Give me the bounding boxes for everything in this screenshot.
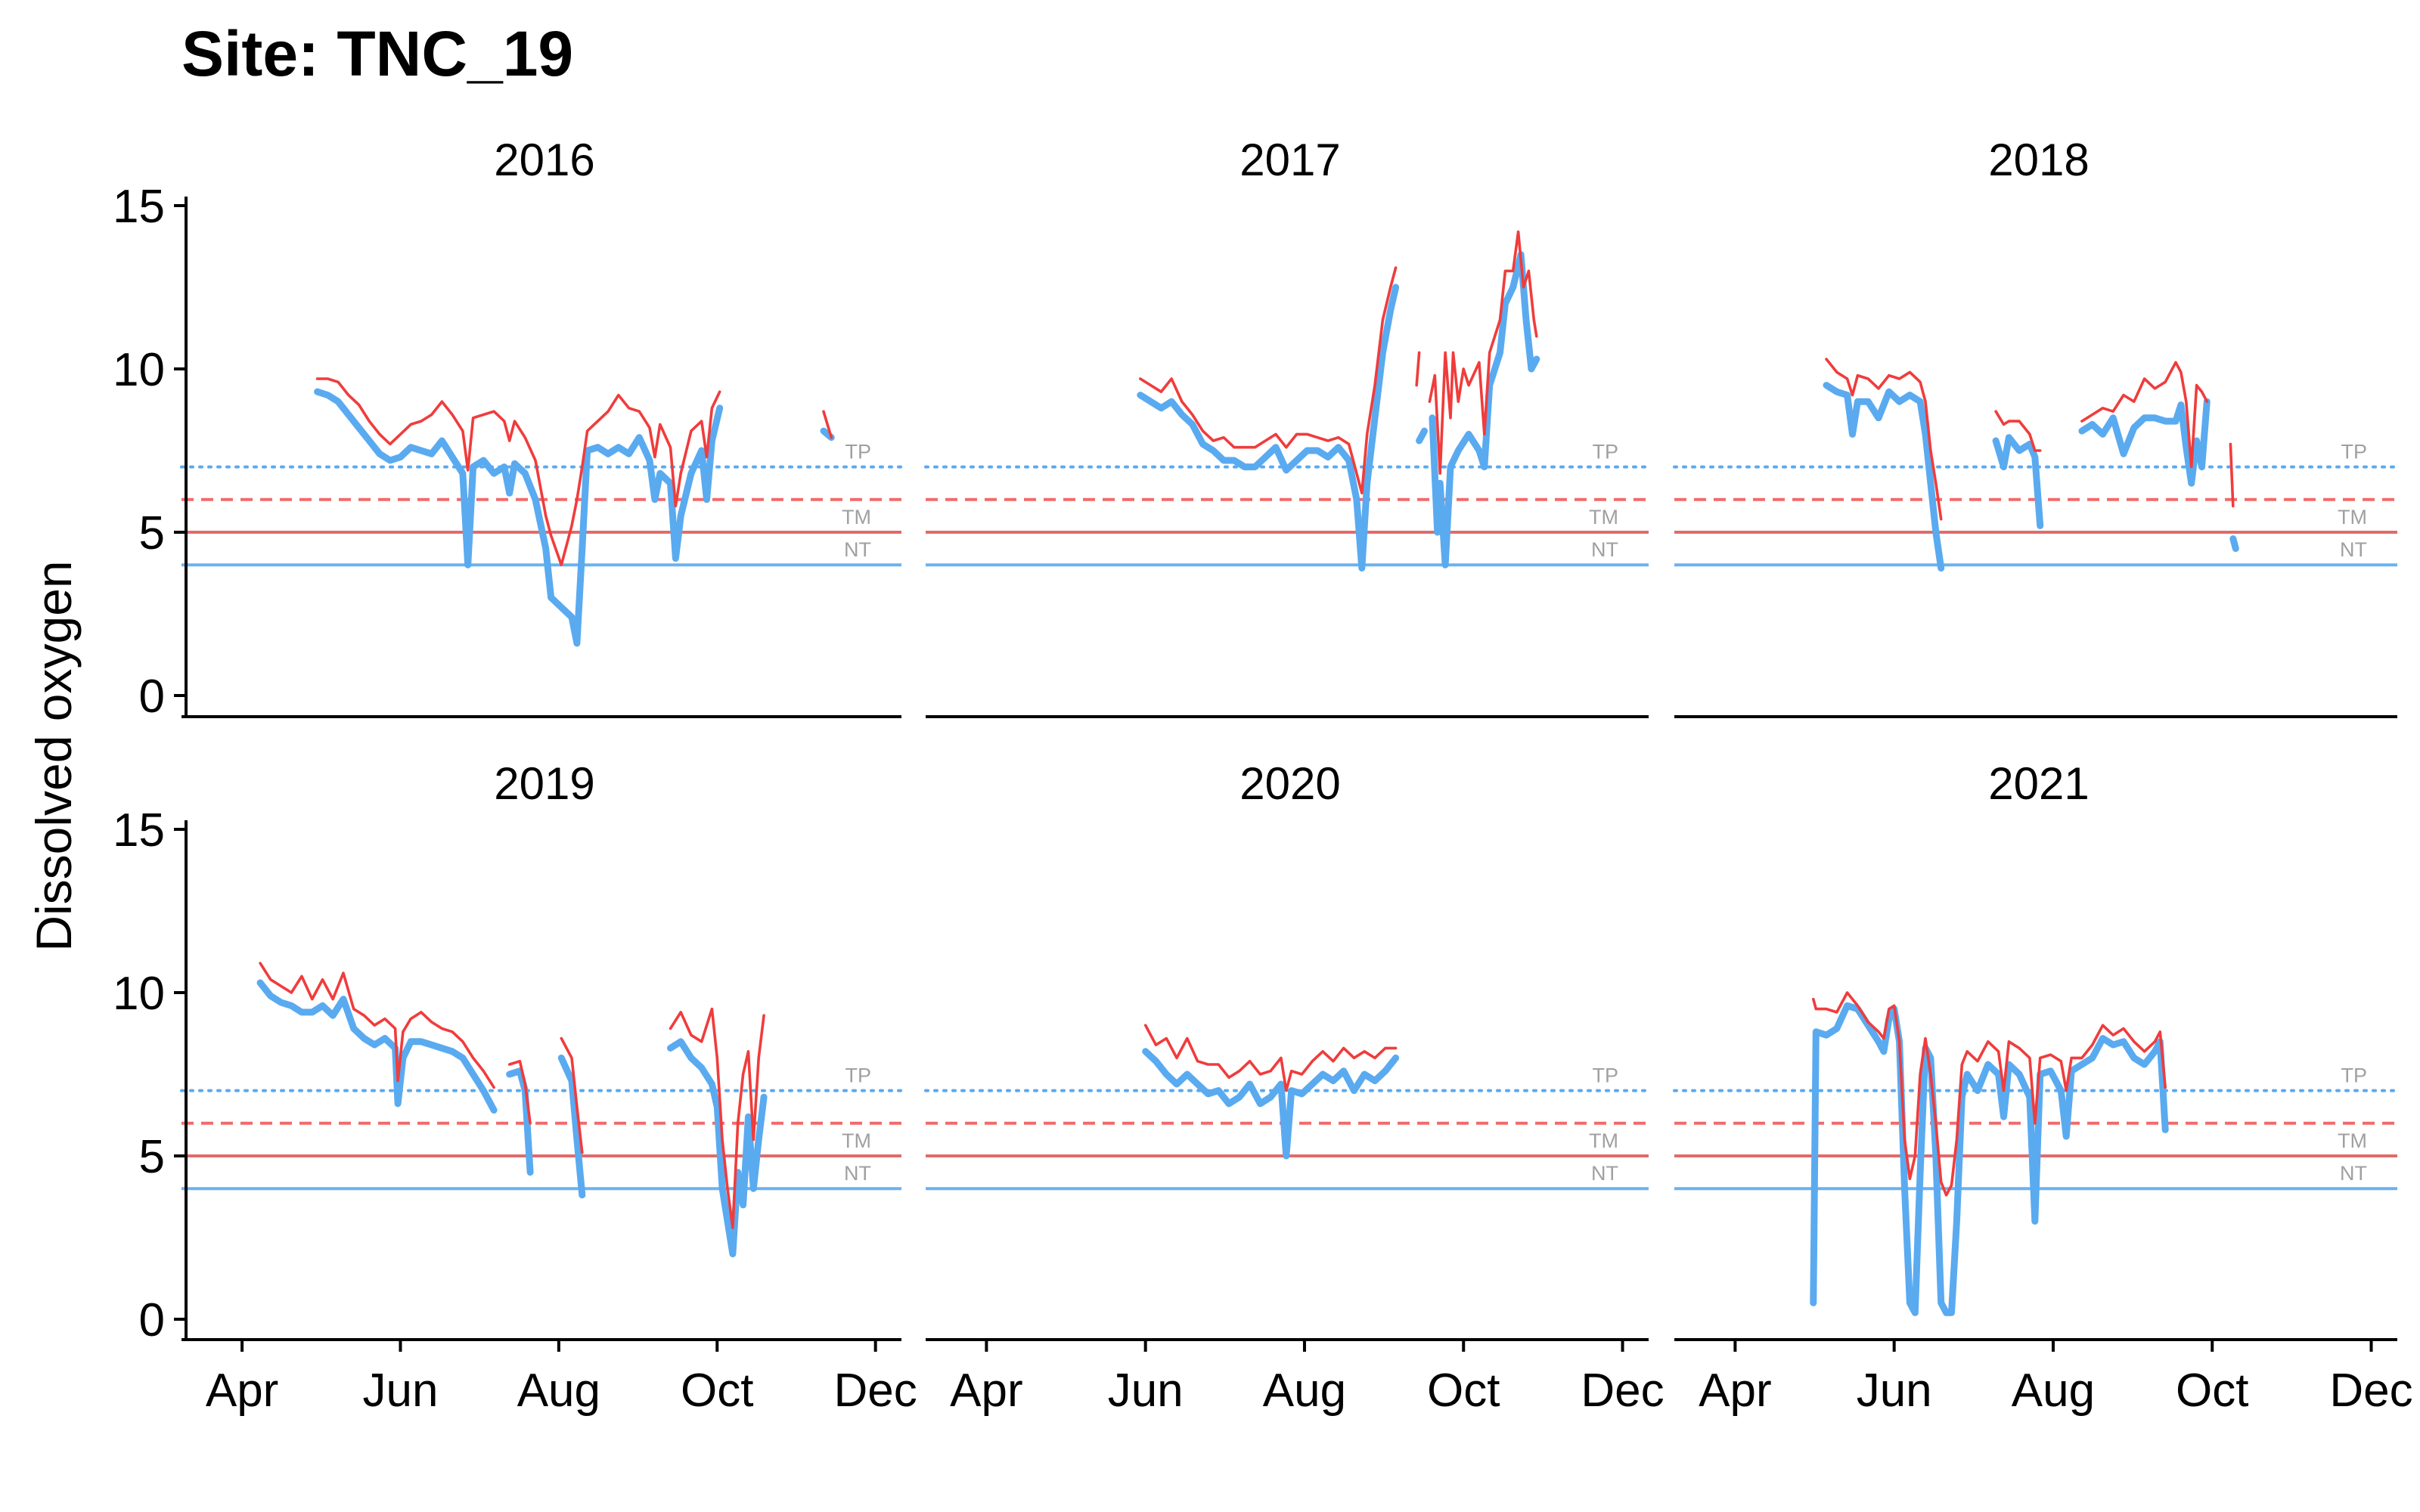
series-line-mean [1415,351,1421,387]
y-tick-label: 0 [139,1294,165,1346]
reference-line-label: TP [2341,441,2367,463]
reference-line-label: TM [1589,506,1618,528]
series-line-mean [259,962,495,1089]
reference-line-label: TP [1592,441,1618,463]
series-line-min [1416,427,1428,445]
y-tick-label: 10 [113,344,165,396]
reference-line-label: TP [2341,1064,2367,1087]
x-tick-label: Dec [2329,1365,2412,1417]
facet-panels: 2016TPTMNT0510152017TPTMNT2018TPTMNT2019… [113,135,2413,1417]
y-tick-label: 0 [139,671,165,723]
x-tick-label: Oct [1427,1365,1500,1417]
x-tick-label: Dec [834,1365,917,1417]
y-tick-label: 15 [113,181,165,233]
y-tick-label: 5 [139,507,165,559]
reference-line-label: NT [844,1162,871,1185]
reference-line-label: NT [2340,1162,2367,1185]
reference-line-label: TP [845,1064,871,1087]
x-tick-label: Jun [1108,1365,1184,1417]
reference-line-label: TP [1592,1064,1618,1087]
x-tick-label: Apr [950,1365,1022,1417]
reference-line-label: TM [842,506,871,528]
series-line-mean [315,377,721,566]
facet-panel-2021: 2021 TP TM NT Apr Jun Aug Oct Dec [1673,758,2413,1417]
facet-panel-2018: 2018 TP TM NT [1673,135,2399,718]
facet-label: 2019 [494,758,594,809]
facet-label: 2018 [1988,135,2089,185]
y-tick-label: 15 [113,804,165,857]
reference-line-label: TM [1589,1129,1618,1152]
x-tick-label: Apr [1699,1365,1771,1417]
series-line-mean [1825,358,1943,521]
series-line-mean [1428,230,1538,475]
series-line-min [1823,382,1945,572]
facet-panel-2019: 2019 TP TM NT Apr Jun Aug Oct Dec 0 5 10 15 [113,758,917,1417]
y-tick-label: 10 [113,968,165,1020]
series-line-mean [1812,991,2167,1197]
x-tick-label: Jun [1857,1365,1932,1417]
series-line-min [1137,284,1400,572]
x-tick-label: Apr [206,1365,278,1417]
facet-panel-2017: 2017 TP TM NT [924,135,1650,718]
series-line-mean [2229,442,2235,508]
facet-label: 2016 [494,135,594,185]
reference-line-label: TM [2338,1129,2367,1152]
series-line-mean [2080,361,2209,469]
facet-panel-2016: 2016 TP TM NT 0 5 10 15 [113,135,903,723]
series-line-min [1992,434,2044,529]
series-line-min [1142,1048,1400,1160]
reference-line-label: NT [1591,1162,1618,1185]
reference-line-label: NT [1591,538,1618,561]
x-tick-label: Oct [2176,1365,2248,1417]
series-line-mean [669,1007,765,1229]
series-line-min [2078,398,2211,487]
x-tick-label: Oct [681,1365,753,1417]
facet-label: 2017 [1239,135,1340,185]
facet-label: 2020 [1239,758,1340,809]
reference-line-label: TM [842,1129,871,1152]
facet-panel-2020: 2020 TP TM NT Apr Jun Aug Oct Dec [924,758,1665,1417]
series-line-mean [1143,1024,1398,1092]
series-line-mean [560,1036,584,1154]
series-line-mean [1139,266,1398,494]
series-line-min [1810,1002,2169,1316]
series-line-min [667,1038,768,1258]
series-line-mean [1994,410,2042,452]
series-line-min [314,388,724,647]
series-line-min [1429,251,1540,569]
reference-line-label: NT [2340,538,2367,561]
series-line-mean [822,410,833,439]
reference-line-label: NT [844,538,871,561]
x-tick-label: Aug [517,1365,600,1417]
series-line-min [557,1054,586,1199]
reference-line-label: TP [845,441,871,463]
facet-label: 2021 [1988,758,2089,809]
series-line-mean [507,1059,532,1125]
x-tick-label: Aug [2012,1365,2095,1417]
x-tick-label: Aug [1263,1365,1346,1417]
x-tick-label: Dec [1581,1365,1664,1417]
series-line-min [2229,535,2239,553]
series-line-min [256,979,498,1114]
series-line-min [506,1067,534,1176]
chart-title: Site: TNC_19 [182,18,573,89]
y-axis-title: Dissolved oxygen [26,560,82,951]
x-tick-label: Jun [362,1365,438,1417]
y-tick-label: 5 [139,1131,165,1183]
reference-line-label: TM [2338,506,2367,528]
